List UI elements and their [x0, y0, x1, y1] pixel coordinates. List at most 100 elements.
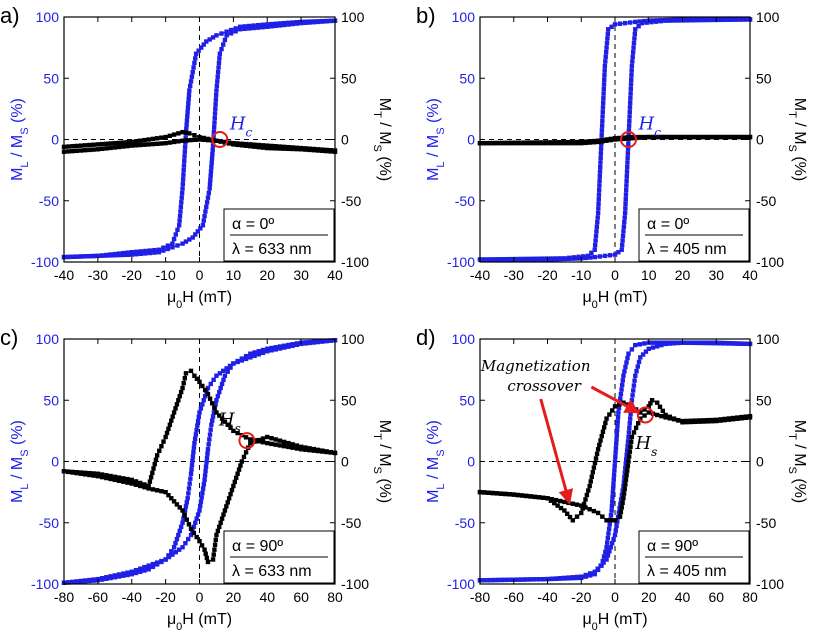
- data-point: [581, 501, 587, 507]
- data-point: [256, 22, 261, 28]
- data-point: [613, 450, 618, 455]
- data-point: [265, 349, 270, 354]
- data-point: [676, 18, 682, 23]
- y-left-axis-title: ML / MS (%): [9, 98, 31, 181]
- data-point: [133, 479, 139, 484]
- x-tick-label: -60: [88, 589, 108, 605]
- data-point: [721, 134, 726, 140]
- data-point: [626, 351, 631, 356]
- data-point: [625, 468, 630, 473]
- x-tick-label: 30: [708, 267, 724, 283]
- data-point: [628, 411, 633, 417]
- data-point: [606, 27, 611, 32]
- data-point: [633, 19, 638, 25]
- data-point: [552, 500, 557, 506]
- data-point: [294, 443, 300, 448]
- data-point: [161, 439, 166, 444]
- data-point: [219, 416, 225, 421]
- data-point: [204, 460, 209, 465]
- data-point: [239, 358, 245, 363]
- data-point: [601, 91, 606, 96]
- data-point: [620, 233, 626, 239]
- data-point: [290, 442, 295, 447]
- data-point: [564, 511, 570, 516]
- data-point: [228, 491, 233, 497]
- data-point: [210, 143, 216, 148]
- data-point: [138, 483, 143, 489]
- data-point: [212, 547, 217, 552]
- data-point: [224, 29, 229, 34]
- data-point: [633, 373, 638, 378]
- data-point: [622, 486, 627, 492]
- data-point: [108, 253, 113, 258]
- data-point: [557, 575, 563, 581]
- data-point: [539, 140, 544, 146]
- data-point: [600, 100, 606, 105]
- data-point: [583, 497, 588, 502]
- data-point: [570, 518, 576, 523]
- data-point: [176, 547, 182, 552]
- data-point: [116, 478, 122, 483]
- data-point: [183, 239, 189, 244]
- data-point: [182, 154, 187, 159]
- data-point: [205, 385, 211, 391]
- data-point: [171, 139, 177, 145]
- data-point: [631, 40, 637, 46]
- data-point: [636, 421, 641, 426]
- data-point: [197, 379, 202, 385]
- data-point: [311, 20, 317, 25]
- y-left-tick-label: -100: [31, 576, 59, 592]
- data-point: [260, 145, 266, 150]
- data-point: [584, 492, 590, 498]
- data-point: [217, 56, 222, 61]
- data-point: [631, 45, 636, 50]
- data-point: [601, 95, 606, 101]
- data-point: [654, 340, 660, 345]
- data-point: [600, 139, 605, 144]
- data-point: [608, 518, 613, 523]
- data-point: [566, 575, 571, 580]
- data-point: [486, 257, 492, 262]
- data-point: [562, 499, 567, 505]
- data-point: [208, 173, 213, 178]
- data-point: [633, 342, 638, 348]
- data-point: [248, 142, 253, 147]
- data-point: [154, 136, 160, 141]
- data-point: [178, 209, 183, 214]
- data-point: [222, 373, 228, 378]
- data-point: [265, 346, 270, 351]
- data-point: [112, 140, 118, 146]
- data-point: [121, 140, 126, 145]
- data-point: [201, 218, 206, 223]
- data-point: [265, 22, 270, 27]
- y-left-tick-label: 50: [43, 392, 59, 408]
- data-point: [623, 187, 629, 193]
- data-point: [607, 549, 612, 554]
- data-point: [598, 146, 604, 151]
- data-point: [692, 418, 698, 423]
- x-axis-title: μ0H (mT): [167, 611, 232, 633]
- data-point: [629, 68, 634, 73]
- data-point: [171, 132, 177, 137]
- data-point: [627, 449, 633, 454]
- data-point: [587, 507, 592, 512]
- data-point: [121, 476, 126, 481]
- data-point: [730, 341, 736, 346]
- data-point: [637, 342, 642, 347]
- data-point: [624, 360, 629, 365]
- data-point: [108, 473, 113, 479]
- data-point: [549, 576, 554, 581]
- data-point: [273, 144, 278, 149]
- data-point: [605, 31, 611, 37]
- data-point: [146, 563, 151, 568]
- data-point: [138, 249, 143, 254]
- data-point: [195, 512, 201, 517]
- data-point: [491, 140, 496, 146]
- data-point: [82, 143, 88, 148]
- data-point: [743, 17, 748, 22]
- data-point: [213, 537, 218, 543]
- data-point: [628, 91, 633, 96]
- data-point: [91, 253, 96, 259]
- data-point: [269, 143, 274, 149]
- data-point: [207, 186, 212, 191]
